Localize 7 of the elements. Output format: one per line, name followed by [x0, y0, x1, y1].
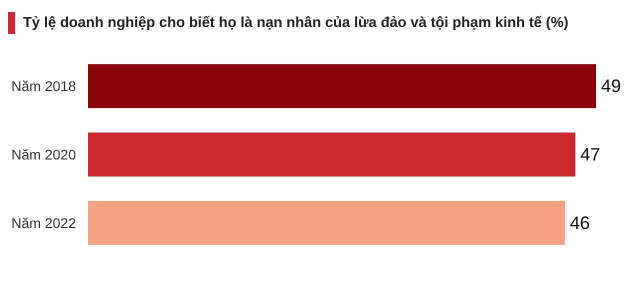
- y-tick-label: Năm 2022: [11, 214, 76, 231]
- data-label: 49: [601, 76, 622, 96]
- y-tick-label: Năm 2018: [11, 78, 76, 94]
- chart-title: Tỷ lệ doanh nghiệp cho biết họ là nạn nhân của lừa đảo và tội phạm kinh tế (%): [23, 15, 568, 31]
- y-tick-label: Năm 2020: [11, 146, 76, 162]
- data-label: 47: [580, 144, 600, 164]
- data-label: 46: [570, 212, 590, 233]
